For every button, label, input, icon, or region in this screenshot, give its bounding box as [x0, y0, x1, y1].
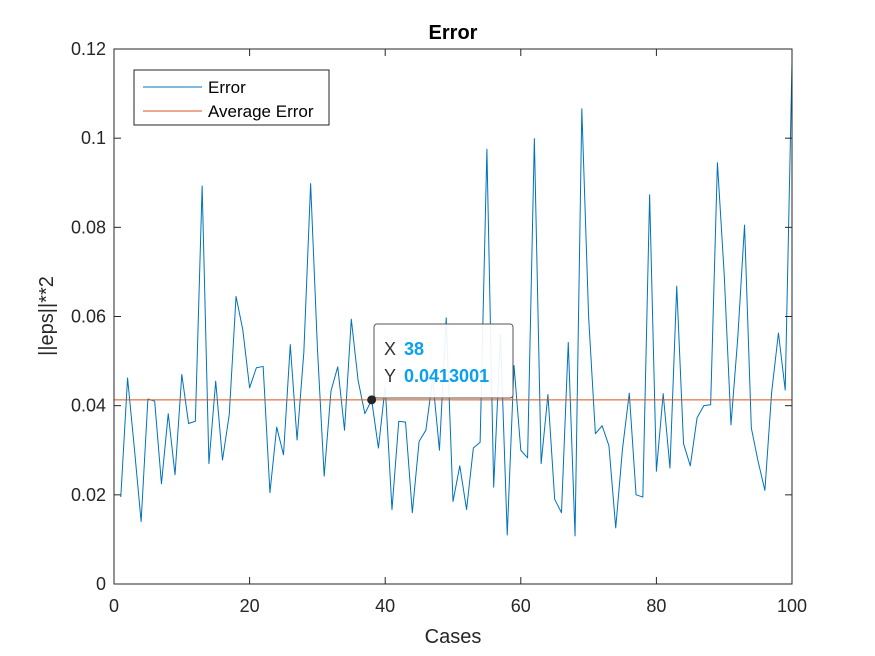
y-tick-label: 0.08 — [71, 217, 106, 237]
x-axis: 0 20 40 60 80 100 — [109, 49, 807, 616]
x-tick-label: 40 — [375, 596, 395, 616]
x-tick-label: 20 — [240, 596, 260, 616]
y-tick-label: 0.02 — [71, 485, 106, 505]
plot-background — [114, 49, 792, 584]
datatip-x-value: 38 — [404, 339, 424, 359]
x-tick-label: 0 — [109, 596, 119, 616]
x-tick-label: 100 — [777, 596, 807, 616]
datatip-x-key: X — [384, 339, 396, 359]
y-tick-label: 0.06 — [71, 307, 106, 327]
x-tick-label: 60 — [511, 596, 531, 616]
x-tick-label: 80 — [646, 596, 666, 616]
y-tick-label: 0.1 — [81, 128, 106, 148]
series-layer — [114, 62, 793, 537]
legend-entry-error: Error — [208, 78, 246, 97]
legend[interactable]: Error Average Error — [133, 69, 330, 126]
datatip-y-value: 0.0413001 — [404, 366, 489, 386]
datatip[interactable]: X 38 Y 0.0413001 — [367, 323, 514, 405]
y-tick-label: 0.12 — [71, 39, 106, 59]
y-axis-label: ||eps||**2 — [36, 276, 58, 356]
legend-box — [133, 69, 330, 126]
x-axis-label: Cases — [425, 626, 482, 648]
series-line-error[interactable] — [120, 62, 793, 537]
datatip-marker[interactable] — [367, 395, 377, 405]
y-tick-label: 0.04 — [71, 396, 106, 416]
datatip-y-key: Y — [384, 366, 396, 386]
datatip-box — [373, 323, 514, 399]
y-tick-label: 0 — [96, 574, 106, 594]
chart-title: Error — [429, 22, 478, 44]
y-axis: 0 0.02 0.04 0.06 0.08 0.1 0.12 — [71, 39, 792, 594]
legend-entry-average-error: Average Error — [208, 102, 314, 121]
